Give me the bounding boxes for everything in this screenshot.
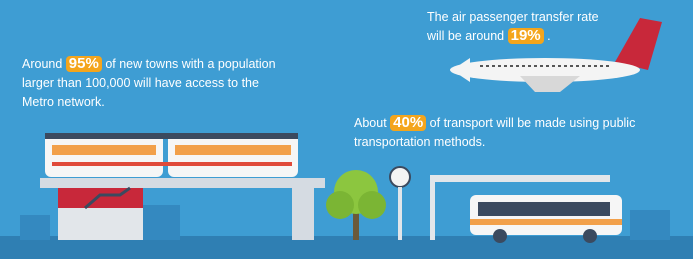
- building: [630, 210, 670, 240]
- callout-text: .: [547, 29, 550, 43]
- highlight-figure: 40%: [390, 115, 426, 131]
- tree: [326, 170, 386, 240]
- callout: Around 95% of new towns with a populatio…: [22, 55, 282, 112]
- callout: The air passenger transfer rate will be …: [427, 8, 617, 46]
- building: [20, 215, 50, 240]
- callout-text: Around: [22, 57, 62, 71]
- infographic: Around 95% of new towns with a populatio…: [0, 0, 693, 259]
- highlight-figure: 19%: [508, 28, 544, 44]
- building: [140, 205, 180, 240]
- bus: [470, 195, 622, 243]
- callout: About 40% of transport will be made usin…: [354, 114, 674, 152]
- station: [58, 188, 143, 240]
- callout-text: About: [354, 116, 387, 130]
- highlight-figure: 95%: [66, 56, 102, 72]
